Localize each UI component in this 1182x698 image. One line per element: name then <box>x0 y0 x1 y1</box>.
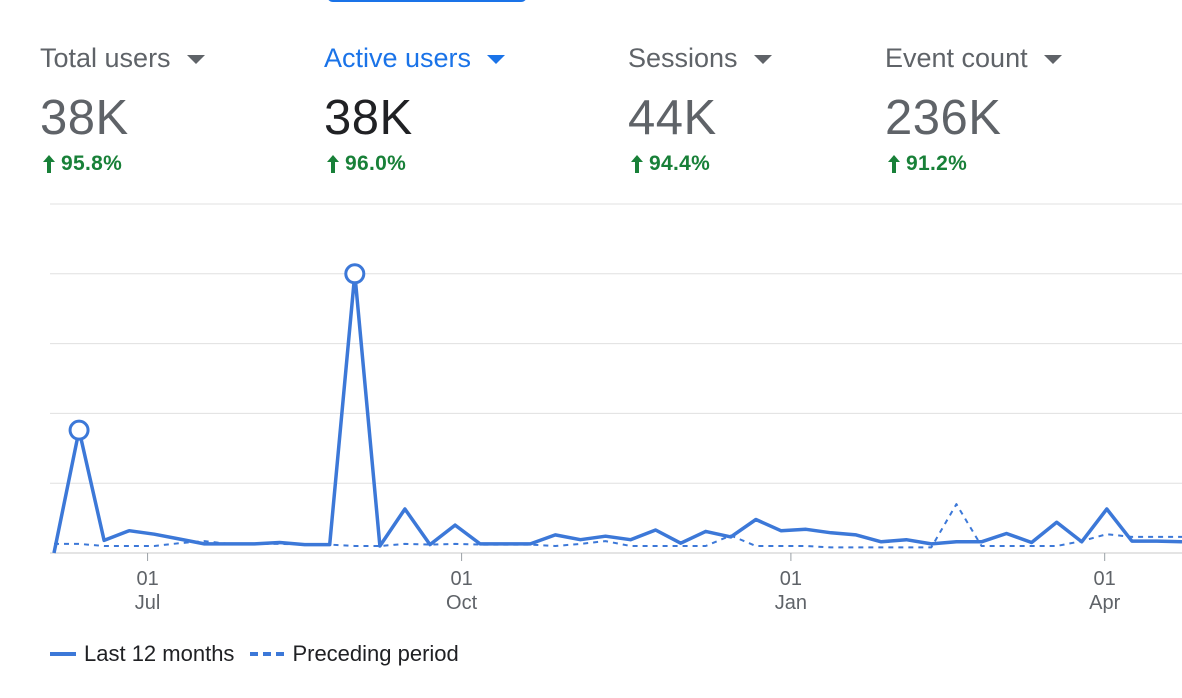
metric-card-active-users[interactable]: Active users 38K 96.0% <box>324 38 574 176</box>
metric-label: Active users <box>324 42 472 73</box>
arrow-up-icon <box>631 155 643 173</box>
data-point-marker <box>344 263 366 285</box>
legend-label: Last 12 months <box>84 641 235 666</box>
x-tick-month: Oct <box>446 592 478 614</box>
arrow-up-icon <box>327 155 339 173</box>
metric-value: 44K <box>628 91 717 145</box>
metric-value: 38K <box>40 91 129 145</box>
x-tick-day: 01 <box>1094 568 1116 590</box>
metric-change: 94.4% <box>649 152 711 175</box>
legend-item-preceding-period[interactable]: Preceding period <box>250 641 459 667</box>
chevron-down-icon[interactable] <box>487 54 506 64</box>
date-range-indicator <box>327 0 527 2</box>
legend-label: Preceding period <box>292 641 459 666</box>
x-tick-month: Jan <box>775 592 807 614</box>
chevron-down-icon[interactable] <box>1043 54 1062 64</box>
chevron-down-icon[interactable] <box>186 54 205 64</box>
series-line-last-12-months <box>52 272 1182 554</box>
metric-label: Total users <box>40 42 171 73</box>
metric-label: Sessions <box>628 42 738 73</box>
metric-card-sessions[interactable]: Sessions 44K 94.4% <box>628 38 878 176</box>
x-tick-month: Jul <box>135 592 161 614</box>
chart-legend: Last 12 months Preceding period <box>50 641 475 667</box>
metric-change: 95.8% <box>61 152 123 175</box>
metric-card-total-users[interactable]: Total users 38K 95.8% <box>40 38 290 176</box>
x-tick-day: 01 <box>136 568 158 590</box>
x-tick-day: 01 <box>780 568 802 590</box>
chevron-down-icon[interactable] <box>753 54 772 64</box>
arrow-up-icon <box>43 155 55 173</box>
metric-change: 96.0% <box>345 152 407 175</box>
legend-dashed-line-swatch <box>250 652 285 656</box>
data-point-marker <box>68 419 90 441</box>
x-tick-day: 01 <box>450 568 472 590</box>
arrow-up-icon <box>888 155 900 173</box>
legend-item-last-12-months[interactable]: Last 12 months <box>50 641 234 667</box>
metric-change: 91.2% <box>906 152 968 175</box>
metric-card-event-count[interactable]: Event count 236K 91.2% <box>885 38 1135 176</box>
legend-solid-line-swatch <box>50 652 76 656</box>
x-tick-month: Apr <box>1089 592 1120 614</box>
metric-value: 38K <box>324 91 413 145</box>
metric-label: Event count <box>885 42 1028 73</box>
series-line-preceding-period <box>54 503 1182 549</box>
metric-value: 236K <box>885 91 1002 145</box>
